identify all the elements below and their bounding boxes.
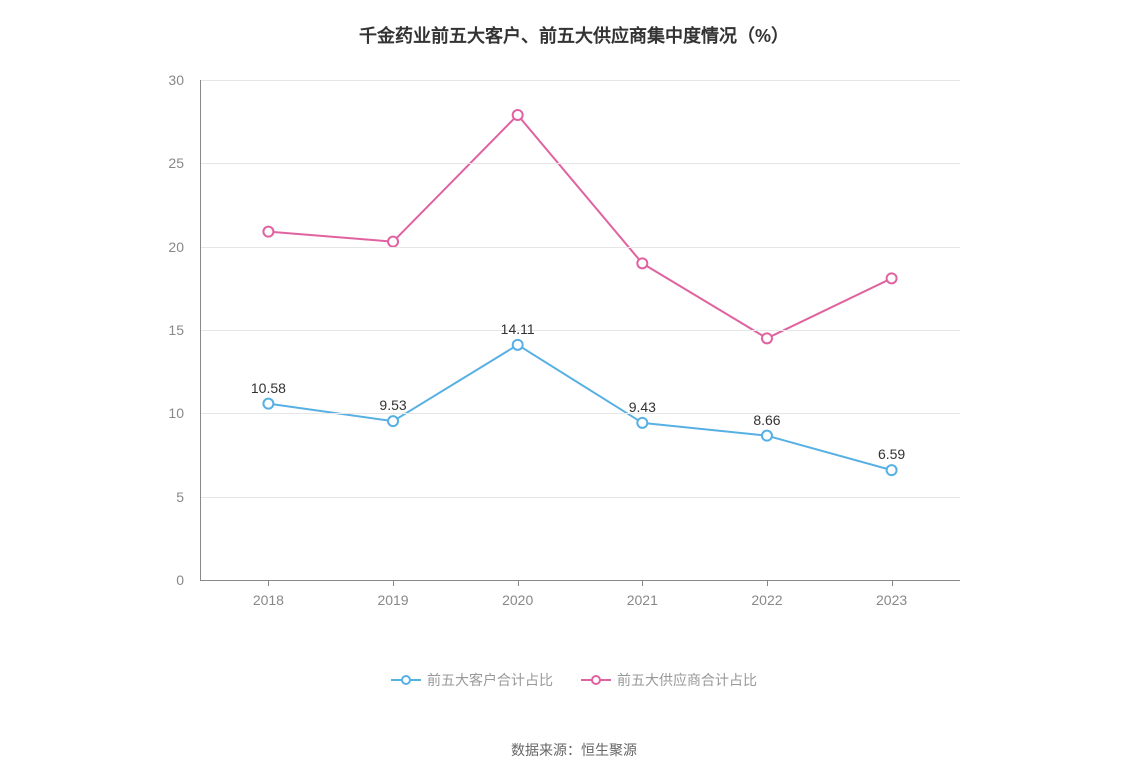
x-tick-mark: [518, 580, 519, 586]
grid-line: [200, 247, 960, 248]
y-tick-label: 20: [144, 239, 184, 255]
series-point-suppliers: [887, 273, 897, 283]
x-tick-mark: [642, 580, 643, 586]
series-line-customers: [268, 345, 891, 470]
point-label: 9.53: [379, 397, 406, 413]
x-tick-label: 2020: [502, 592, 533, 608]
series-point-suppliers: [637, 258, 647, 268]
point-label: 8.66: [753, 412, 780, 428]
y-tick-label: 0: [144, 572, 184, 588]
point-label: 6.59: [878, 446, 905, 462]
plot-area: 05101520253020182019202020212022202310.5…: [200, 80, 960, 580]
data-source: 数据来源：恒生聚源: [0, 740, 1148, 760]
series-point-suppliers: [762, 333, 772, 343]
x-tick-label: 2019: [377, 592, 408, 608]
grid-line: [200, 80, 960, 81]
x-axis: [200, 580, 960, 581]
x-tick-mark: [268, 580, 269, 586]
x-tick-label: 2022: [751, 592, 782, 608]
legend-swatch-icon: [581, 673, 611, 687]
x-tick-mark: [892, 580, 893, 586]
grid-line: [200, 413, 960, 414]
series-line-suppliers: [268, 115, 891, 338]
y-tick-label: 5: [144, 489, 184, 505]
series-point-customers: [513, 340, 523, 350]
legend-label: 前五大供应商合计占比: [617, 670, 757, 690]
point-label: 14.11: [501, 321, 535, 337]
legend-swatch-icon: [391, 673, 421, 687]
series-point-suppliers: [513, 110, 523, 120]
point-label: 10.58: [251, 380, 286, 396]
x-tick-mark: [767, 580, 768, 586]
point-label: 9.43: [629, 399, 656, 415]
x-tick-mark: [393, 580, 394, 586]
series-point-suppliers: [263, 227, 273, 237]
grid-line: [200, 163, 960, 164]
chart-legend: 前五大客户合计占比 前五大供应商合计占比: [0, 670, 1148, 690]
y-tick-label: 15: [144, 322, 184, 338]
chart-title: 千金药业前五大客户、前五大供应商集中度情况（%）: [0, 22, 1148, 48]
series-point-customers: [388, 416, 398, 426]
y-tick-label: 10: [144, 405, 184, 421]
chart-container: 千金药业前五大客户、前五大供应商集中度情况（%） 051015202530201…: [0, 0, 1148, 776]
y-tick-label: 30: [144, 72, 184, 88]
series-point-customers: [263, 399, 273, 409]
series-point-suppliers: [388, 237, 398, 247]
x-tick-label: 2023: [876, 592, 907, 608]
y-tick-label: 25: [144, 155, 184, 171]
legend-label: 前五大客户合计占比: [427, 670, 553, 690]
y-axis: [200, 80, 201, 580]
series-point-customers: [637, 418, 647, 428]
legend-item-customers[interactable]: 前五大客户合计占比: [391, 670, 553, 690]
grid-line: [200, 497, 960, 498]
legend-item-suppliers[interactable]: 前五大供应商合计占比: [581, 670, 757, 690]
grid-line: [200, 330, 960, 331]
series-point-customers: [762, 431, 772, 441]
x-tick-label: 2021: [627, 592, 658, 608]
x-tick-label: 2018: [253, 592, 284, 608]
series-point-customers: [887, 465, 897, 475]
